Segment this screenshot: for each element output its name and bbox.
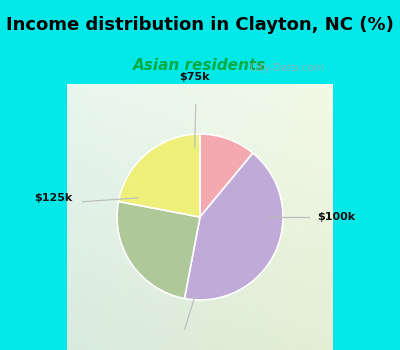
Text: Asian residents: Asian residents (133, 58, 267, 73)
Text: $125k: $125k (34, 193, 72, 203)
Text: City-Data.com: City-Data.com (250, 63, 325, 73)
Wedge shape (184, 153, 283, 300)
Wedge shape (117, 202, 200, 299)
Wedge shape (118, 134, 200, 217)
Wedge shape (200, 134, 253, 217)
Text: Income distribution in Clayton, NC (%): Income distribution in Clayton, NC (%) (6, 16, 394, 34)
Circle shape (236, 57, 253, 75)
Text: $75k: $75k (180, 71, 210, 82)
Text: $100k: $100k (317, 212, 355, 222)
